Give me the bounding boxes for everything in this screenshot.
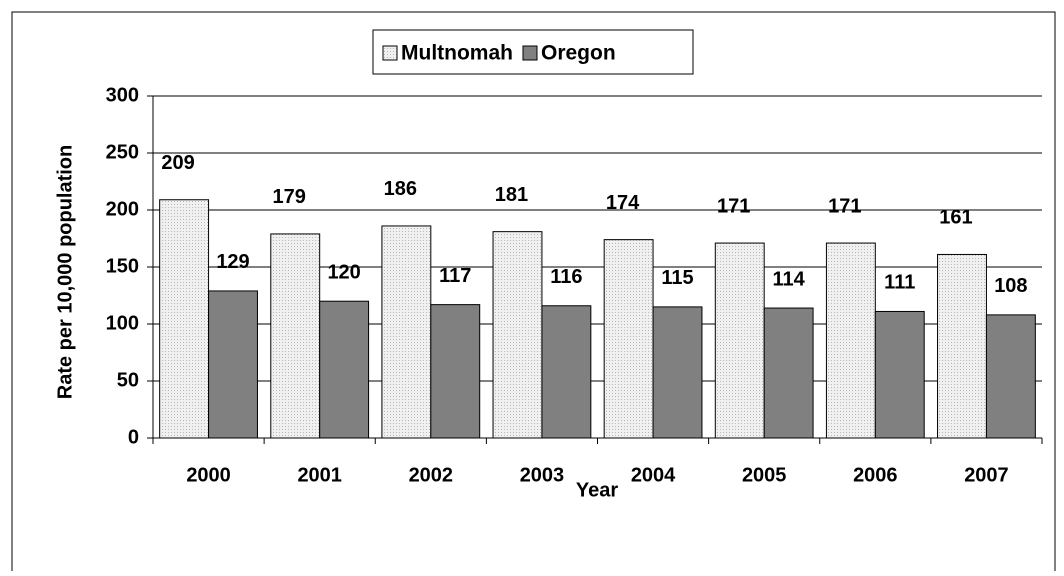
value-label: 129 [216, 251, 249, 273]
bar [985, 314, 1036, 439]
y-tick-label: 300 [106, 84, 139, 106]
legend-swatch [522, 45, 538, 61]
value-label: 186 [384, 178, 417, 200]
x-tick-label: 2002 [409, 464, 454, 486]
bar [763, 307, 814, 439]
value-label: 181 [495, 184, 528, 206]
value-label: 115 [661, 267, 693, 289]
bar [541, 305, 592, 439]
bar [874, 310, 925, 439]
legend-swatch [382, 45, 398, 61]
bar [714, 242, 765, 439]
y-tick-label: 150 [106, 255, 139, 277]
x-tick-label: 2000 [186, 464, 231, 486]
bar [652, 306, 703, 439]
x-tick-label: 2006 [853, 464, 898, 486]
value-label: 120 [327, 261, 360, 283]
value-label: 108 [994, 275, 1027, 297]
bar [270, 233, 321, 439]
bar [492, 231, 543, 439]
value-label: 117 [439, 265, 471, 287]
bar [319, 300, 370, 439]
x-tick-label: 2004 [631, 464, 676, 486]
value-label: 209 [161, 152, 194, 174]
value-label: 171 [717, 195, 750, 217]
x-tick-label: 2003 [520, 464, 565, 486]
value-label: 179 [273, 186, 306, 208]
x-tick-label: 2007 [964, 464, 1009, 486]
y-tick-label: 0 [128, 426, 139, 448]
value-label: 114 [773, 268, 806, 290]
x-axis-title: Year [576, 479, 618, 501]
value-label: 174 [606, 192, 640, 214]
bar [430, 304, 481, 439]
legend: Multnomah Oregon [372, 29, 694, 75]
y-tick-label: 250 [106, 141, 139, 163]
value-label: 111 [884, 272, 915, 294]
value-label: 161 [939, 207, 972, 229]
x-tick-label: 2001 [297, 464, 342, 486]
bar [937, 253, 987, 439]
value-label: 116 [550, 266, 582, 288]
y-tick-label: 200 [106, 198, 139, 220]
y-tick-label: 50 [117, 369, 139, 391]
y-tick-label: 100 [106, 312, 139, 334]
bar [208, 290, 258, 439]
value-label: 171 [828, 195, 861, 217]
bar [381, 225, 432, 439]
bar [159, 199, 210, 439]
bar [825, 242, 876, 439]
legend-label: Multnomah [401, 42, 513, 65]
y-axis-title: Rate per 10,000 population [54, 145, 76, 400]
bar [603, 239, 654, 439]
x-tick-label: 2005 [742, 464, 787, 486]
legend-label: Oregon [541, 42, 616, 65]
